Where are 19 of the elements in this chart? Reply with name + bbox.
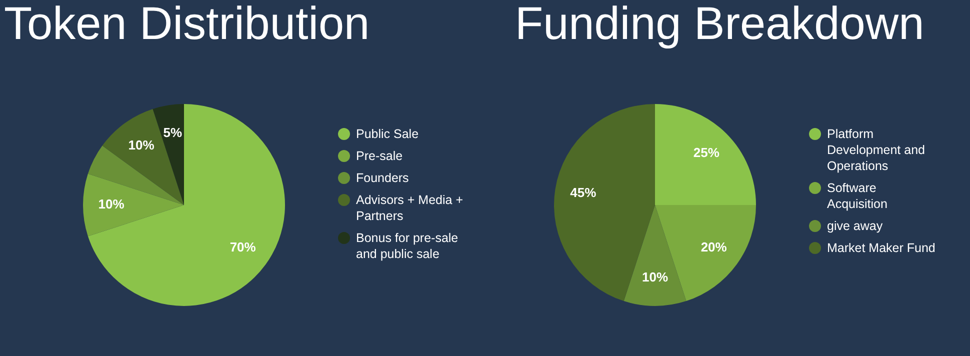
legend-label: Public Sale: [356, 126, 419, 142]
data-label: 25%: [693, 145, 720, 160]
data-label: 45%: [570, 185, 597, 200]
legend-label: Platform Development and Operations: [827, 126, 926, 174]
chart-title: Funding Breakdown: [515, 0, 926, 49]
data-label: 10%: [128, 138, 155, 153]
chart-title: Token Distribution: [4, 0, 371, 49]
data-label: 20%: [700, 239, 728, 254]
legend-label: Founders: [356, 170, 409, 186]
legend-label: Advisors + Media + Partners: [356, 192, 464, 224]
legend-label: Pre-sale: [356, 148, 403, 164]
data-label: 70%: [230, 239, 256, 254]
legend-label: Market Maker Fund: [827, 240, 936, 256]
data-label: 10%: [98, 196, 125, 212]
legend-label: Bonus for pre-sale and public sale: [356, 230, 460, 262]
data-label: 5%: [163, 124, 182, 140]
data-label: 10%: [642, 269, 668, 284]
legend-label: give away: [827, 218, 883, 234]
legend-label: Software Acquisition: [827, 180, 888, 212]
